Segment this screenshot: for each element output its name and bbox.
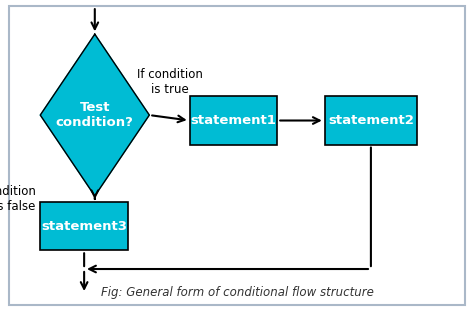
Text: Test
condition?: Test condition? [56, 101, 134, 129]
Bar [190, 96, 277, 145]
Text: If condition
is true: If condition is true [137, 67, 202, 95]
Text: statement2: statement2 [328, 114, 414, 127]
Bar [325, 96, 417, 145]
Polygon shape [40, 34, 149, 196]
Text: If condition
is false: If condition is false [0, 185, 36, 213]
Text: statement3: statement3 [41, 220, 127, 233]
Text: Fig: General form of conditional flow structure: Fig: General form of conditional flow st… [100, 285, 374, 299]
Text: statement1: statement1 [191, 114, 276, 127]
Bar [40, 202, 128, 250]
